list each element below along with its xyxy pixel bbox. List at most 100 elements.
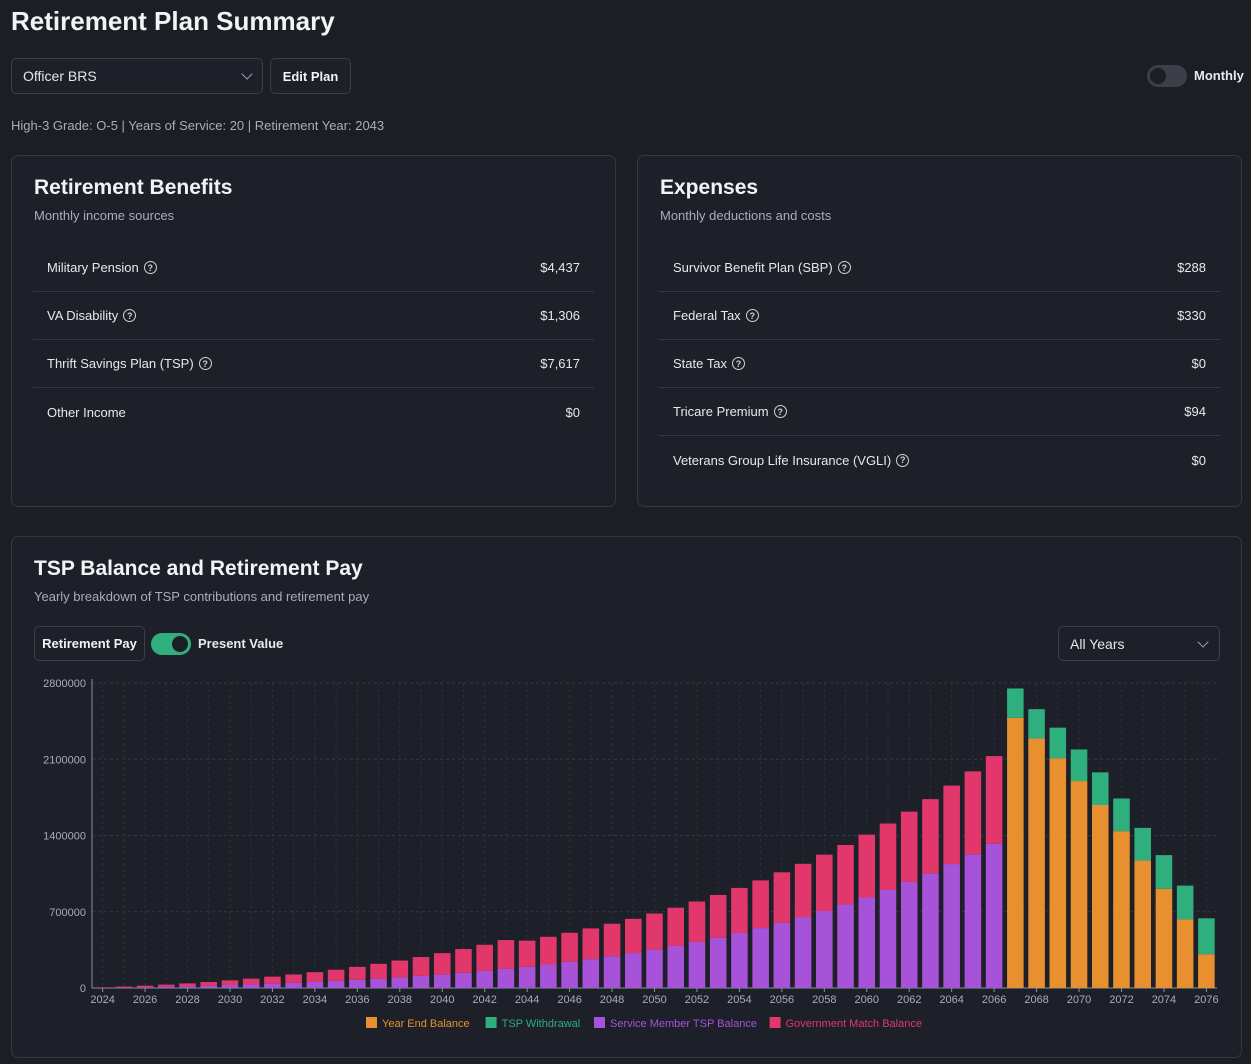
benefit-label-text: VA Disability (47, 308, 119, 323)
years-range-select[interactable]: All Years (1058, 626, 1220, 661)
bar-government-match-balance (646, 913, 663, 950)
bar-government-match-balance (582, 928, 600, 960)
present-value-label: Present Value (198, 636, 284, 651)
bar-service-member-tsp-balance (476, 970, 493, 988)
expense-value: $330 (1177, 308, 1206, 323)
help-circle-icon[interactable]: ? (123, 309, 137, 322)
bar-government-match-balance (179, 983, 196, 987)
expense-label: Survivor Benefit Plan (SBP)? (673, 260, 851, 275)
help-circle-icon[interactable]: ? (896, 453, 910, 467)
retirement-pay-button[interactable]: Retirement Pay (34, 626, 145, 661)
bar-government-match-balance (242, 978, 260, 985)
expense-label: State Tax? (673, 356, 745, 371)
x-tick-label: 2076 (1194, 994, 1218, 1006)
bar-service-member-tsp-balance (858, 897, 876, 988)
bar-government-match-balance (794, 863, 812, 918)
bar-service-member-tsp-balance (646, 949, 663, 988)
card-subtitle: Monthly income sources (34, 208, 175, 223)
bar-service-member-tsp-balance (370, 978, 387, 988)
bar-service-member-tsp-balance (603, 956, 621, 988)
bar-service-member-tsp-balance (412, 975, 430, 988)
expense-label-text: Veterans Group Life Insurance (VGLI) (673, 452, 892, 468)
benefit-label-text: Military Pension (47, 260, 139, 275)
expenses-list: Survivor Benefit Plan (SBP)? $288 Federal … (659, 244, 1220, 484)
edit-plan-button[interactable]: Edit Plan (270, 58, 351, 94)
expense-label: Veterans Group Life Insurance (VGLI)? (673, 452, 910, 468)
y-tick-label: 1400000 (43, 831, 86, 843)
bar-government-match-balance (752, 880, 769, 929)
bar-government-match-balance (136, 985, 154, 988)
bar-government-match-balance (837, 844, 854, 905)
help-circle-icon[interactable]: ? (143, 261, 157, 274)
x-tick-label: 2062 (897, 994, 921, 1006)
x-tick-label: 2040 (430, 994, 454, 1006)
help-circle-icon[interactable]: ? (731, 357, 745, 370)
expense-row: State Tax? $0 (659, 340, 1220, 388)
help-circle-icon[interactable]: ? (837, 261, 851, 274)
bar-service-member-tsp-balance (306, 981, 324, 988)
bar-tsp-withdrawal (1134, 827, 1151, 861)
bar-service-member-tsp-balance (391, 977, 409, 988)
present-value-toggle[interactable] (151, 633, 191, 655)
bar-service-member-tsp-balance (221, 985, 239, 988)
legend-swatch (485, 1017, 497, 1028)
expense-row: Survivor Benefit Plan (SBP)? $288 (659, 244, 1220, 292)
x-tick-label: 2060 (855, 994, 879, 1006)
bar-service-member-tsp-balance (561, 961, 578, 988)
toggle-knob (172, 636, 188, 652)
help-circle-icon[interactable]: ? (773, 405, 787, 418)
plan-summary-line: High-3 Grade: O-5 | Years of Service: 20… (11, 118, 385, 133)
x-tick-label: 2064 (939, 994, 963, 1006)
benefits-list: Military Pension? $4,437 VA Disability? $1,… (33, 244, 594, 436)
x-tick-label: 2058 (812, 994, 836, 1006)
benefit-label-text: Other Income (47, 404, 126, 420)
x-tick-label: 2052 (685, 994, 709, 1006)
bar-government-match-balance (985, 756, 1003, 844)
expense-label: Tricare Premium? (673, 404, 787, 419)
bar-service-member-tsp-balance (794, 917, 812, 988)
bar-government-match-balance (540, 936, 557, 965)
x-tick-label: 2024 (90, 994, 114, 1006)
y-tick-label: 2800000 (43, 678, 86, 690)
bar-government-match-balance (412, 957, 430, 976)
plan-select-value: Officer BRS (23, 68, 97, 84)
bar-year-end-balance (1091, 805, 1109, 988)
bar-service-member-tsp-balance (200, 985, 218, 988)
bar-government-match-balance (264, 976, 281, 984)
help-circle-icon[interactable]: ? (745, 309, 759, 322)
bar-government-match-balance (964, 771, 982, 855)
bar-government-match-balance (349, 966, 366, 980)
legend-label: Year End Balance (382, 1018, 470, 1030)
bar-service-member-tsp-balance (285, 982, 302, 988)
expense-row: Veterans Group Life Insurance (VGLI)? $0 (659, 436, 1220, 484)
legend-label: Service Member TSP Balance (610, 1018, 757, 1030)
bar-year-end-balance (1176, 919, 1194, 988)
expense-row: Federal Tax? $330 (659, 292, 1220, 340)
plan-select[interactable]: Officer BRS (11, 58, 263, 94)
retirement-benefits-card: Retirement Benefits Monthly income sourc… (11, 155, 616, 507)
bar-government-match-balance (816, 854, 833, 911)
bar-government-match-balance (455, 949, 472, 973)
bar-service-member-tsp-balance (943, 864, 960, 988)
expense-value: $0 (1191, 356, 1206, 371)
bar-year-end-balance (1028, 738, 1045, 988)
y-tick-label: 700000 (49, 907, 86, 919)
bar-government-match-balance (943, 785, 960, 865)
x-tick-label: 2032 (260, 994, 284, 1006)
bar-year-end-balance (1070, 781, 1088, 988)
monthly-toggle[interactable] (1147, 65, 1187, 87)
bar-year-end-balance (1134, 860, 1151, 988)
bar-government-match-balance (561, 932, 578, 962)
bar-government-match-balance (370, 963, 387, 979)
help-circle-icon[interactable]: ? (198, 357, 212, 370)
x-tick-label: 2034 (303, 994, 327, 1006)
benefit-value: $4,437 (540, 260, 580, 275)
benefit-value: $1,306 (540, 308, 580, 323)
bar-tsp-withdrawal (1070, 749, 1088, 782)
legend-label: Government Match Balance (786, 1018, 922, 1030)
benefit-label: Military Pension? (47, 260, 157, 275)
bar-service-member-tsp-balance (179, 986, 196, 988)
y-tick-label: 2100000 (43, 754, 86, 766)
legend-swatch (594, 1017, 605, 1028)
card-title: Retirement Benefits (34, 176, 233, 199)
